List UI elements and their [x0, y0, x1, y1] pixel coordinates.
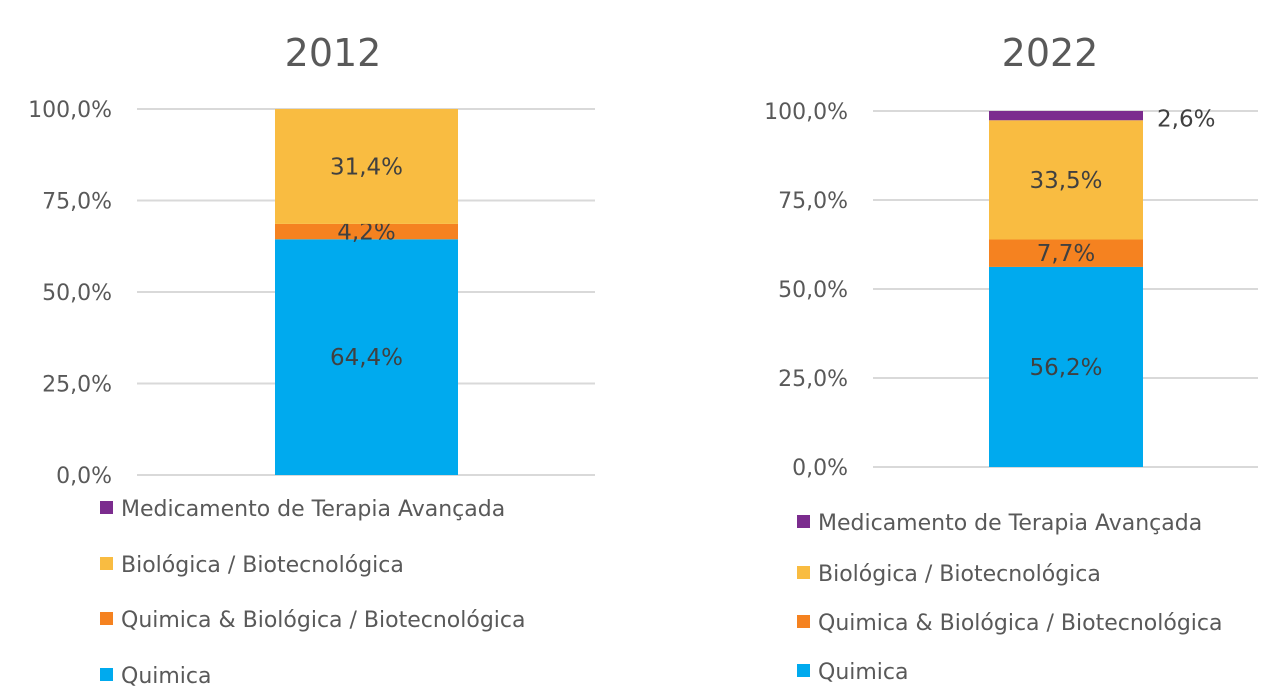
bar-segment	[989, 120, 1143, 240]
y-tick-label: 0,0%	[56, 464, 112, 489]
bar-segment	[989, 111, 1143, 121]
y-tick-label: 0,0%	[792, 456, 848, 481]
legend-label: Biológica / Biotecnológica	[818, 562, 1101, 587]
data-label: 64,4%	[330, 345, 403, 371]
bar-segment	[989, 266, 1143, 467]
bar-segment	[275, 109, 458, 224]
data-label: 4,2%	[337, 220, 395, 246]
legend-swatch	[797, 515, 810, 528]
legend-label: Biológica / Biotecnológica	[121, 553, 404, 578]
legend-label: Medicamento de Terapia Avançada	[818, 511, 1202, 536]
bar-segment	[989, 239, 1143, 267]
y-tick-label: 25,0%	[42, 373, 112, 398]
legend-swatch	[797, 615, 810, 628]
data-label: 7,7%	[1037, 241, 1095, 267]
y-tick-label: 100,0%	[28, 98, 112, 123]
data-label: 56,2%	[1029, 355, 1102, 381]
data-label: 31,4%	[330, 154, 403, 180]
legend-swatch	[100, 612, 113, 625]
bar-segment	[275, 239, 458, 475]
legend-swatch	[100, 501, 113, 514]
y-tick-label: 50,0%	[42, 281, 112, 306]
legend-swatch	[100, 668, 113, 681]
data-label: 2,6%	[1157, 107, 1215, 133]
chart-title: 2022	[1002, 31, 1099, 75]
legend-label: Medicamento de Terapia Avançada	[121, 497, 505, 522]
legend-label: Quimica	[818, 660, 909, 685]
legend-label: Quimica	[121, 664, 212, 689]
y-tick-label: 100,0%	[764, 100, 848, 125]
legend-label: Quimica & Biológica / Biotecnológica	[121, 608, 525, 633]
legend-swatch	[100, 557, 113, 570]
bar-segment	[275, 223, 458, 240]
legend-swatch	[797, 566, 810, 579]
y-tick-label: 25,0%	[778, 367, 848, 392]
legend-swatch	[797, 664, 810, 677]
data-label: 33,5%	[1029, 168, 1102, 194]
y-tick-label: 75,0%	[778, 189, 848, 214]
y-tick-label: 75,0%	[42, 190, 112, 215]
chart-title: 2012	[285, 31, 382, 75]
legend-label: Quimica & Biológica / Biotecnológica	[818, 611, 1222, 636]
y-tick-label: 50,0%	[778, 278, 848, 303]
